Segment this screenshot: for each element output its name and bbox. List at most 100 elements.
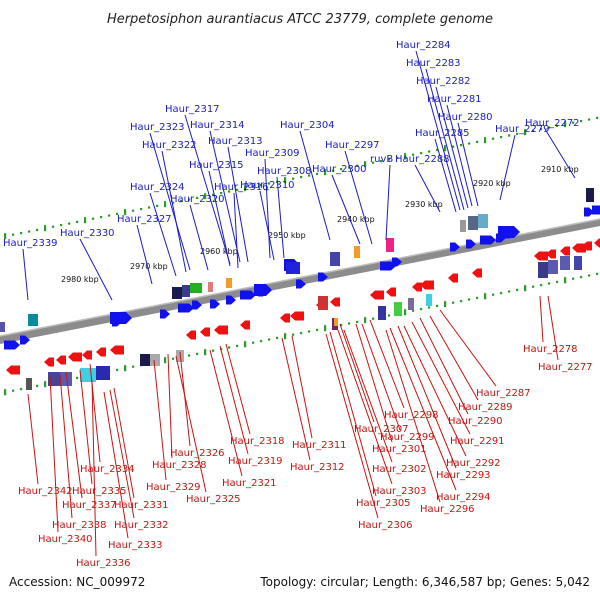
reverse-gene-arrow (386, 287, 396, 297)
reverse-gene-arrow (582, 241, 592, 251)
lower-scale-dot (596, 272, 599, 275)
lower-scale-dot (532, 285, 535, 288)
lower-scale-dot (468, 298, 471, 301)
upper-scale-dot (508, 134, 511, 137)
lower-scale-dot (436, 304, 439, 307)
map-title: Herpetosiphon aurantiacus ATCC 23779, co… (107, 12, 493, 27)
gene-domain-block (330, 252, 340, 266)
reverse-gene-label: Haur_2336 (76, 558, 131, 569)
upper-scale-dot (348, 166, 351, 169)
upper-scale-dot (132, 209, 135, 212)
forward-gene-label: Haur_2317 (165, 104, 220, 115)
lower-scale-dot (4, 389, 7, 396)
lower-scale-dot (588, 274, 591, 277)
forward-leader-line (544, 128, 576, 179)
lower-scale-dot (164, 357, 167, 364)
gene-domain-block (28, 314, 38, 326)
upper-scale-dot (484, 137, 487, 144)
reverse-leader-line (369, 319, 405, 409)
accession-text: Accession: NC_009972 (9, 575, 145, 589)
gene-domain-block (408, 298, 414, 310)
reverse-gene-arrow (412, 282, 422, 292)
reverse-leader-line (439, 309, 497, 387)
lower-scale-dot (76, 376, 79, 379)
forward-gene-arrow (240, 290, 256, 300)
upper-scale-dot (532, 129, 535, 132)
lower-scale-dot (236, 344, 239, 347)
reverse-gene-label: Haur_2331 (114, 500, 169, 511)
forward-leader-line (259, 190, 275, 261)
lower-scale-dot (412, 309, 415, 312)
reverse-leader-line (389, 327, 457, 491)
forward-leader-line (189, 204, 209, 271)
upper-scale-dot (580, 120, 583, 123)
upper-scale-dot (356, 164, 359, 167)
lower-scale-dot (444, 301, 447, 308)
forward-leader-line (227, 146, 249, 263)
reverse-leader-line (153, 359, 167, 481)
lower-scale-dot (324, 325, 327, 332)
upper-scale-dot (284, 177, 287, 184)
upper-scale-dot (460, 144, 463, 147)
upper-scale-dot (148, 206, 151, 209)
lower-scale-dot (500, 292, 503, 295)
reverse-gene-arrow (534, 251, 548, 261)
reverse-gene-label: Haur_2319 (228, 456, 283, 467)
reverse-gene-label: Haur_2299 (380, 432, 435, 443)
forward-leader-line (149, 132, 191, 271)
reverse-gene-arrow (56, 355, 66, 365)
forward-gene-label: Haur_2309 (245, 148, 300, 159)
forward-leader-line (161, 150, 187, 273)
upper-scale-dot (220, 192, 223, 195)
forward-gene-label: Haur_2283 (406, 58, 461, 69)
forward-leader-line (264, 158, 271, 259)
upper-scale-dot (572, 121, 575, 124)
forward-gene-arrow (160, 309, 170, 319)
lower-scale-dot (452, 301, 455, 304)
reverse-gene-label: Haur_2287 (476, 388, 531, 399)
reverse-gene-arrow (96, 347, 106, 357)
upper-scale-dot (548, 126, 551, 129)
forward-gene-arrow (450, 242, 460, 252)
reverse-gene-label: Haur_2306 (358, 520, 413, 531)
gene-domain-block (318, 296, 328, 310)
gene-domain-block (172, 287, 182, 299)
forward-gene-label: Haur_2327 (117, 214, 172, 225)
lower-scale-dot (132, 365, 135, 368)
forward-gene-label: Haur_2310 (240, 180, 295, 191)
kbp-tick-label: 2910 kbp (541, 165, 579, 174)
lower-scale-dot (516, 288, 519, 291)
upper-scale-dot (396, 156, 399, 159)
forward-gene-label: Haur_2320 (170, 194, 225, 205)
reverse-gene-label: Haur_2294 (436, 492, 491, 503)
forward-leader-line (79, 238, 113, 301)
forward-gene-label: Haur_2288 (395, 154, 450, 165)
forward-gene-label: ruvB (370, 154, 393, 165)
lower-scale-dot (476, 296, 479, 299)
reverse-gene-arrow (280, 313, 290, 323)
forward-gene-arrow (480, 235, 496, 245)
reverse-gene-label: Haur_2293 (436, 470, 491, 481)
reverse-leader-line (113, 387, 135, 499)
kbp-tick-label: 2920 kbp (473, 179, 511, 188)
kbp-tick-label: 2940 kbp (337, 215, 375, 224)
upper-scale-dot (212, 193, 215, 196)
reverse-gene-label: Haur_2303 (372, 486, 427, 497)
reverse-leader-line (361, 323, 401, 431)
upper-scale-dot (140, 208, 143, 211)
upper-scale-dot (204, 193, 207, 200)
forward-leader-line (425, 68, 465, 211)
reverse-gene-label: Haur_2318 (230, 436, 285, 447)
reverse-gene-arrow (110, 345, 124, 355)
lower-scale-dot (364, 317, 367, 324)
forward-gene-arrow (4, 340, 20, 350)
upper-scale-dot (428, 150, 431, 153)
gene-domain-block (574, 256, 582, 270)
kbp-tick-label: 2930 kbp (405, 200, 443, 209)
reverse-leader-line (91, 379, 97, 557)
reverse-gene-label: Haur_2302 (372, 464, 427, 475)
reverse-gene-arrow (420, 280, 434, 290)
forward-leader-line (149, 192, 177, 277)
forward-gene-arrow (210, 299, 220, 309)
lower-scale-dot (116, 368, 119, 371)
